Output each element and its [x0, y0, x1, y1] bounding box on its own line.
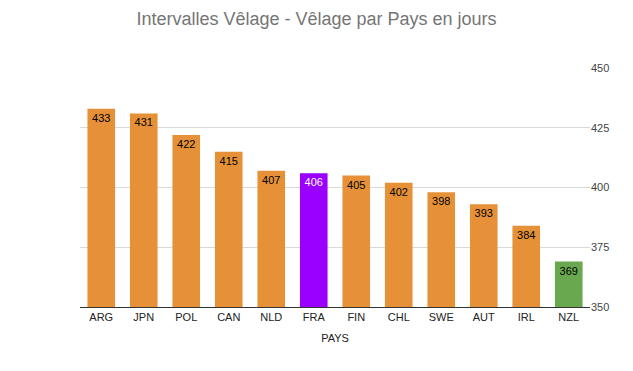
svg-text:NLD: NLD: [260, 311, 282, 323]
svg-text:Intervalles Vêlage - Vêlage pa: Intervalles Vêlage - Vêlage par Pays en …: [136, 9, 496, 29]
svg-text:402: 402: [390, 186, 408, 198]
svg-text:350: 350: [591, 301, 609, 313]
svg-text:431: 431: [135, 116, 153, 128]
svg-text:ARG: ARG: [89, 311, 113, 323]
svg-text:422: 422: [177, 138, 195, 150]
svg-text:393: 393: [475, 207, 493, 219]
svg-text:CHL: CHL: [388, 311, 410, 323]
svg-text:CAN: CAN: [217, 311, 240, 323]
svg-text:FIN: FIN: [347, 311, 365, 323]
svg-text:375: 375: [591, 241, 609, 253]
svg-text:450: 450: [591, 62, 609, 74]
svg-text:398: 398: [432, 195, 450, 207]
svg-text:JPN: JPN: [133, 311, 154, 323]
svg-text:AUT: AUT: [473, 311, 495, 323]
svg-text:PAYS: PAYS: [321, 332, 349, 344]
svg-text:POL: POL: [175, 311, 197, 323]
svg-text:415: 415: [220, 155, 238, 167]
svg-text:369: 369: [560, 265, 578, 277]
svg-text:NZL: NZL: [558, 311, 579, 323]
svg-text:406: 406: [305, 176, 323, 188]
svg-text:IRL: IRL: [518, 311, 535, 323]
svg-text:433: 433: [92, 112, 110, 124]
svg-text:384: 384: [517, 229, 535, 241]
svg-text:400: 400: [591, 181, 609, 193]
svg-text:SWE: SWE: [429, 311, 454, 323]
svg-text:FRA: FRA: [303, 311, 326, 323]
svg-text:405: 405: [347, 179, 365, 191]
svg-text:425: 425: [591, 122, 609, 134]
svg-text:407: 407: [262, 174, 280, 186]
